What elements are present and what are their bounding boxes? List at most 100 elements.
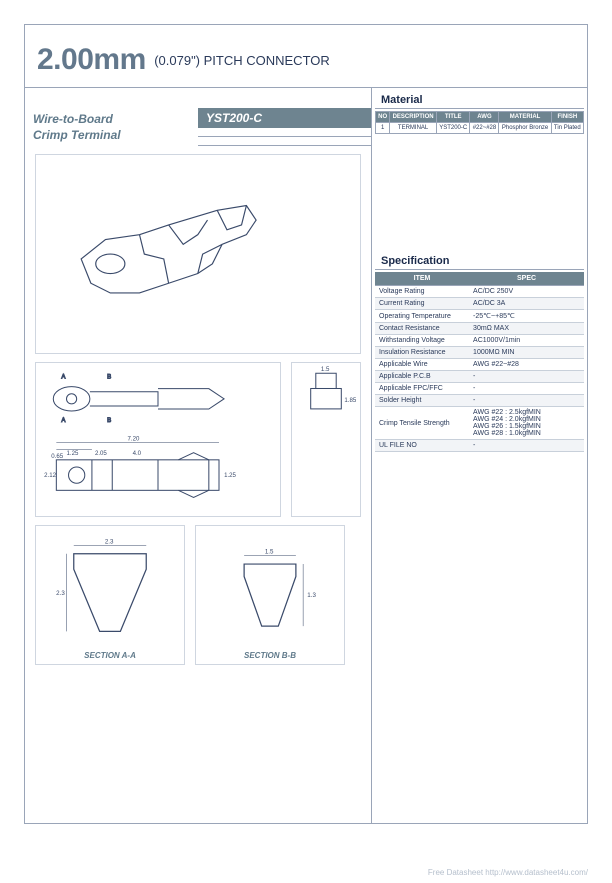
- left-column: Wire-to-Board Crimp Terminal YST200-C: [25, 88, 372, 824]
- spec-row: Crimp Tensile StrengthAWG #22 : 2.5kgfMI…: [375, 407, 584, 440]
- spec-table: ITEM SPEC Voltage RatingAC/DC 250VCurren…: [375, 272, 584, 452]
- spacer: [372, 134, 587, 249]
- spec-value: -25℃~+85℃: [469, 310, 584, 323]
- spec-value: -: [469, 371, 584, 383]
- terminal-iso-svg: [52, 165, 344, 343]
- dim-b: 2.05: [95, 450, 107, 457]
- pitch-size: 2.00mm: [37, 43, 146, 76]
- end-svg: 1.5 1.85: [292, 363, 360, 516]
- end-view: 1.5 1.85: [291, 362, 361, 517]
- dim-side-h: 1.85: [344, 397, 356, 404]
- dim-side-top: 1.5: [321, 366, 330, 373]
- material-col: MATERIAL: [499, 112, 551, 123]
- spec-item: UL FILE NO: [375, 440, 469, 452]
- material-row: 1TERMINALYST200-C#22~#28Phosphor BronzeT…: [376, 123, 584, 134]
- spec-value: 30mΩ MAX: [469, 323, 584, 335]
- product-label-row: Wire-to-Board Crimp Terminal YST200-C: [25, 108, 371, 146]
- spec-row: Applicable FPC/FFC-: [375, 383, 584, 395]
- spec-row: Applicable WireAWG #22~#28: [375, 359, 584, 371]
- spec-value: -: [469, 440, 584, 452]
- section-bb-label: SECTION B-B: [244, 651, 296, 660]
- svg-text:A: A: [61, 374, 66, 381]
- spec-item: Applicable Wire: [375, 359, 469, 371]
- spec-item: Crimp Tensile Strength: [375, 407, 469, 440]
- spec-row: Applicable P.C.B-: [375, 371, 584, 383]
- svg-text:A: A: [61, 417, 66, 424]
- material-cell: #22~#28: [470, 123, 499, 134]
- spec-row: Contact Resistance30mΩ MAX: [375, 323, 584, 335]
- spec-value: -: [469, 383, 584, 395]
- spec-col-spec: SPEC: [469, 272, 584, 286]
- svg-text:B: B: [107, 374, 111, 381]
- spec-item: Withstanding Voltage: [375, 335, 469, 347]
- dim-aa-h: 2.3: [56, 590, 65, 597]
- spec-row: Current RatingAC/DC 3A: [375, 298, 584, 310]
- dimension-row: A B A B: [25, 362, 361, 517]
- material-col: DESCRIPTION: [390, 112, 437, 123]
- material-table: NODESCRIPTIONTITLEAWGMATERIALFINISH 1TER…: [375, 111, 584, 134]
- section-aa-label: SECTION A-A: [84, 651, 136, 660]
- section-bb-box: 1.5 1.3 SECTION B-B: [195, 525, 345, 665]
- content-area: Wire-to-Board Crimp Terminal YST200-C: [25, 88, 587, 824]
- spec-item: Voltage Rating: [375, 286, 469, 298]
- dim-bb-h: 1.3: [307, 592, 316, 599]
- spec-value: AWG #22~#28: [469, 359, 584, 371]
- spec-row: UL FILE NO-: [375, 440, 584, 452]
- footer-watermark: Free Datasheet http://www.datasheet4u.co…: [428, 868, 588, 877]
- top-side-views: A B A B: [35, 362, 281, 517]
- material-cell: Phosphor Bronze: [499, 123, 551, 134]
- material-col: TITLE: [436, 112, 470, 123]
- spec-col-item: ITEM: [375, 272, 469, 286]
- spec-header-row: ITEM SPEC: [375, 272, 584, 286]
- spec-item: Applicable FPC/FFC: [375, 383, 469, 395]
- spec-item: Contact Resistance: [375, 323, 469, 335]
- spec-value: AWG #22 : 2.5kgfMIN AWG #24 : 2.0kgfMIN …: [469, 407, 584, 440]
- material-col: NO: [376, 112, 390, 123]
- spec-item: Operating Temperature: [375, 310, 469, 323]
- pitch-subtitle: (0.079") PITCH CONNECTOR: [154, 53, 330, 68]
- dim-svg: A B A B: [36, 363, 280, 516]
- spec-item: Solder Height: [375, 395, 469, 407]
- spec-value: AC/DC 3A: [469, 298, 584, 310]
- product-name-line2: Crimp Terminal: [33, 128, 190, 144]
- material-cell: 1: [376, 123, 390, 134]
- spec-value: 1000MΩ MIN: [469, 347, 584, 359]
- dim-c: 4.0: [133, 450, 142, 457]
- dim-aa-w: 2.3: [105, 538, 114, 545]
- dim-a: 1.25: [67, 450, 79, 457]
- spec-row: Withstanding VoltageAC1000V/1min: [375, 335, 584, 347]
- section-row: 2.3 2.3 SECTION A-A 1.5 1.3: [25, 525, 361, 665]
- product-code-block: YST200-C: [198, 108, 371, 146]
- spec-item: Current Rating: [375, 298, 469, 310]
- page-header: 2.00mm (0.079") PITCH CONNECTOR: [25, 25, 587, 88]
- spec-row: Voltage RatingAC/DC 250V: [375, 286, 584, 298]
- product-code-underline: [198, 136, 371, 146]
- spec-value: AC1000V/1min: [469, 335, 584, 347]
- material-cell: YST200-C: [436, 123, 470, 134]
- dim-left: 0.65: [51, 453, 63, 460]
- material-col: FINISH: [551, 112, 583, 123]
- dim-total-length: 7.20: [128, 436, 140, 443]
- svg-text:B: B: [107, 417, 111, 424]
- spec-item: Insulation Resistance: [375, 347, 469, 359]
- spec-row: Operating Temperature-25℃~+85℃: [375, 310, 584, 323]
- dim-h: 1.25: [224, 472, 236, 479]
- datasheet-page: 2.00mm (0.079") PITCH CONNECTOR Wire-to-…: [24, 24, 588, 824]
- section-bb-svg: 1.5 1.3: [196, 533, 344, 647]
- material-header-row: NODESCRIPTIONTITLEAWGMATERIALFINISH: [376, 112, 584, 123]
- right-column: Material NODESCRIPTIONTITLEAWGMATERIALFI…: [372, 88, 587, 824]
- spec-row: Solder Height-: [375, 395, 584, 407]
- spec-title: Specification: [375, 249, 584, 270]
- dim-bb-w: 1.5: [265, 549, 274, 556]
- material-title: Material: [375, 88, 584, 109]
- isometric-drawing: [35, 154, 361, 354]
- material-cell: Tin Plated: [551, 123, 583, 134]
- product-code: YST200-C: [198, 108, 371, 134]
- dim-w: 2.12: [44, 472, 56, 479]
- product-name-block: Wire-to-Board Crimp Terminal: [25, 108, 198, 143]
- material-col: AWG: [470, 112, 499, 123]
- spec-row: Insulation Resistance1000MΩ MIN: [375, 347, 584, 359]
- spec-item: Applicable P.C.B: [375, 371, 469, 383]
- spec-value: AC/DC 250V: [469, 286, 584, 298]
- section-aa-box: 2.3 2.3 SECTION A-A: [35, 525, 185, 665]
